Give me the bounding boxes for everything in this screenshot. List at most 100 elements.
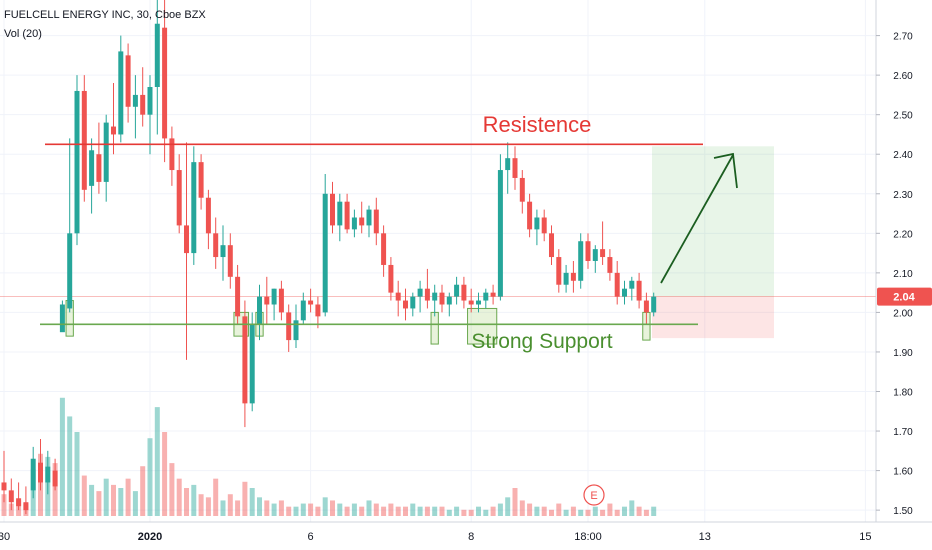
volume-bar [439, 506, 445, 516]
volume-bar [278, 500, 284, 516]
price-scale[interactable]: 2.70 2.60 2.50 2.40 2.30 2.20 2.10 2.00 1.90 1.80… [876, 32, 913, 518]
volume-bar [388, 503, 394, 516]
candle-body [651, 296, 657, 313]
candle-body [81, 90, 87, 190]
last-price-value: 2.04 [893, 292, 915, 304]
candle-body [446, 296, 452, 305]
volume-bar [111, 484, 116, 516]
candle-body [198, 162, 204, 198]
candle-body [23, 502, 29, 511]
candle-body [592, 249, 598, 261]
candle-body [643, 300, 649, 313]
earnings-marker[interactable]: E [583, 484, 605, 506]
earnings-badge-circle[interactable] [583, 484, 605, 506]
volume-bar [600, 509, 606, 516]
volume-bar [286, 506, 292, 516]
price-tick-label: 1.60 [893, 467, 913, 478]
volume-bar [432, 506, 438, 516]
volume-bar [585, 509, 591, 516]
volume-bar [359, 506, 365, 516]
volume-bar [476, 506, 481, 516]
candle-body [541, 217, 547, 234]
candle-body [439, 292, 445, 305]
volume-bar [337, 503, 343, 516]
candle-body [629, 280, 635, 289]
candle-body [549, 233, 554, 258]
support-label: Strong Support [471, 330, 612, 353]
time-tick-label: 6 [308, 531, 314, 543]
candle-body [257, 296, 262, 325]
volume-bar [132, 491, 138, 516]
candle-body [578, 241, 584, 281]
chart-legend: FUELCELL ENERGY INC, 30, Cboe BZX Vol (2… [4, 6, 206, 44]
candle-body [96, 154, 102, 182]
candle-body [519, 177, 525, 202]
price-scale-background[interactable] [876, 0, 932, 522]
volume-bar [512, 488, 518, 516]
candle-body [118, 51, 124, 135]
volume-bar [556, 503, 562, 516]
candle-body [490, 292, 496, 297]
candle-body [476, 300, 481, 305]
candle-body [249, 324, 255, 404]
candle-body [388, 264, 394, 293]
candle-body [286, 312, 292, 341]
volume-bar [549, 509, 554, 516]
price-tick-label: 1.80 [893, 388, 913, 399]
candle-body [220, 245, 226, 258]
candlesticks [1, 0, 657, 515]
candle-body [242, 316, 248, 404]
volume-bar [322, 497, 328, 516]
candle-body [125, 55, 131, 107]
candle-body [162, 27, 168, 139]
volume-bar [519, 500, 525, 516]
price-tick-label: 1.90 [893, 348, 913, 359]
candle-body [8, 490, 14, 503]
candle-body [38, 462, 43, 483]
last-price-badge: 2.04 [877, 287, 932, 306]
candle-body [585, 241, 591, 261]
volume-indicator-label[interactable]: Vol (20) [4, 28, 42, 40]
candle-body [424, 288, 430, 301]
candle-body [300, 300, 306, 321]
candle-body [45, 466, 51, 483]
symbol-title[interactable]: FUELCELL ENERGY INC, 30, Cboe BZX [4, 9, 206, 21]
volume-bar [198, 494, 204, 516]
volume-bar [490, 506, 496, 516]
candle-body [468, 300, 474, 305]
candle-body [337, 201, 343, 226]
time-tick-label: 30 [0, 531, 10, 543]
volume-bar [184, 488, 189, 516]
volume-bar [81, 475, 87, 516]
zones [0, 146, 876, 345]
support-touch-box [430, 311, 439, 345]
volume-bar [483, 509, 489, 516]
drawing-lines [40, 143, 738, 326]
candle-body [395, 292, 401, 301]
candle-body [322, 193, 328, 313]
volume-bar [614, 509, 620, 516]
target-arrow-head [713, 152, 738, 189]
stop-zone [652, 296, 774, 339]
volume-bar [176, 478, 182, 516]
candle-body [59, 304, 65, 333]
candle-body [556, 257, 562, 285]
price-tick-label: 1.50 [893, 506, 913, 517]
volume-bar [505, 497, 511, 516]
price-tick-label: 2.30 [893, 190, 913, 201]
volume-bar [67, 416, 73, 516]
volume-bar [643, 509, 649, 516]
candle-body [570, 272, 576, 281]
candle-body [505, 158, 511, 171]
volume-bar [330, 500, 335, 516]
volume-bar [461, 509, 467, 516]
candle-body [191, 162, 197, 254]
candle-body [403, 300, 408, 309]
price-tick-label: 2.10 [893, 269, 913, 280]
volume-bar [395, 506, 401, 516]
candle-body [227, 245, 233, 277]
